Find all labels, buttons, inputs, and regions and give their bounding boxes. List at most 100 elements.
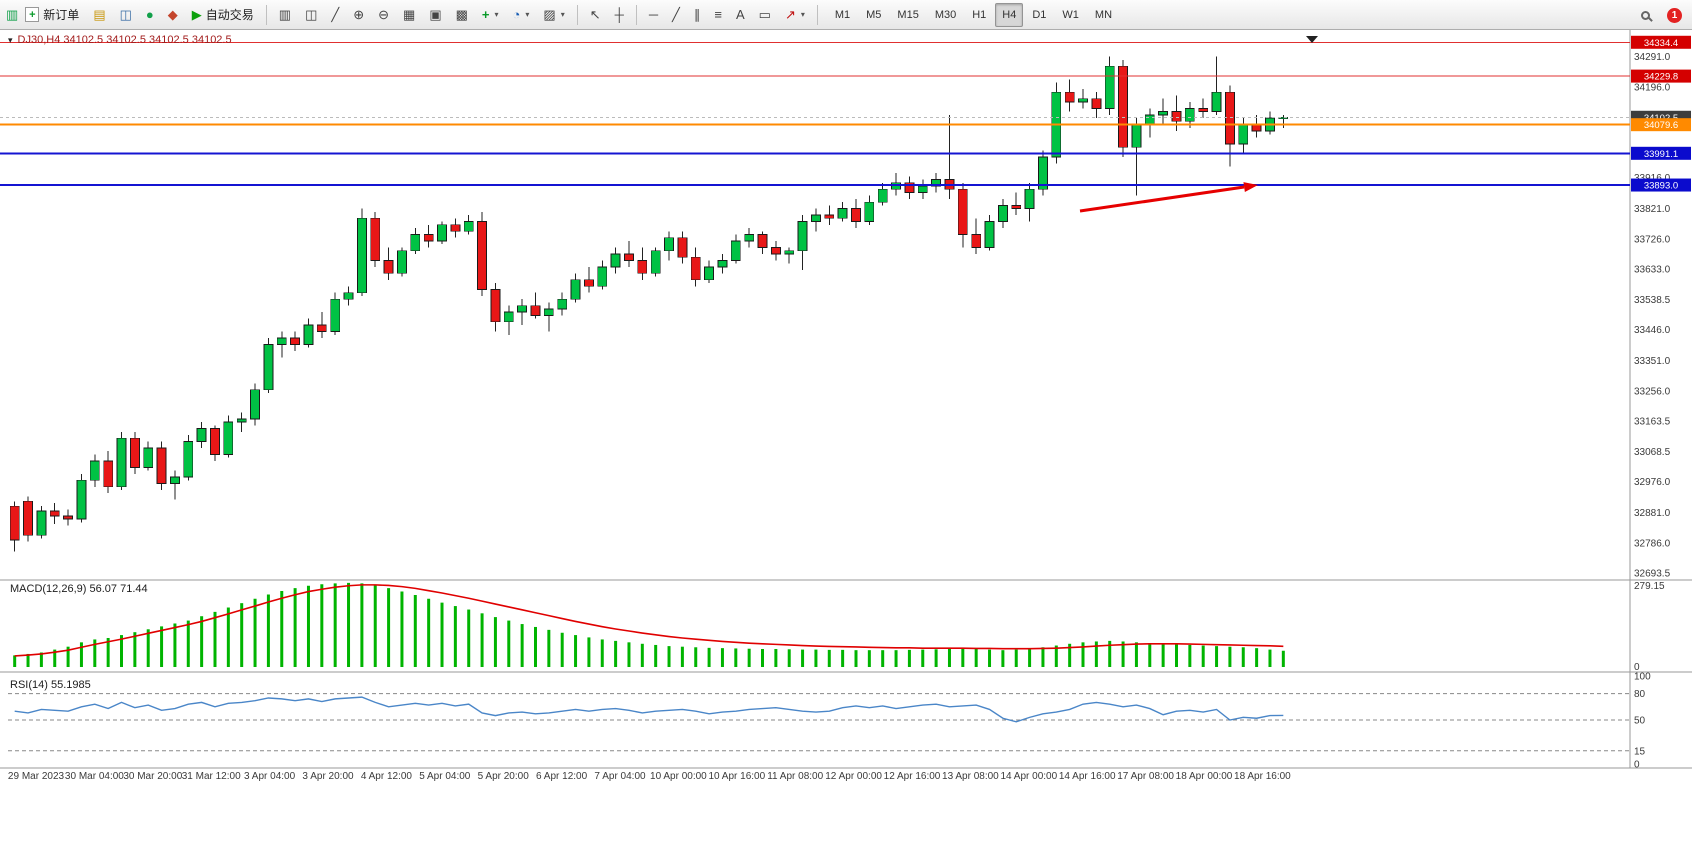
timeframe-button-h1[interactable]: H1 [965,3,993,27]
symbol-dropdown-icon[interactable]: ▾ [8,34,13,45]
zoom-out-icon: ⊖ [378,7,390,22]
time-axis-label: 13 Apr 08:00 [942,771,999,782]
new-order-button[interactable]: + 新订单 [19,3,85,27]
time-axis-label: 10 Apr 16:00 [708,771,765,782]
chart-svg[interactable]: 34291.034196.033916.033821.033726.033633… [0,30,1692,853]
zoom-out-button[interactable]: ⊖ [372,3,395,27]
candle-body-down [971,234,982,248]
tile-windows-button[interactable]: ▦ [397,3,421,27]
price-axis-label: 33256.0 [1634,387,1671,398]
candle-body-up [223,421,234,455]
time-axis-label: 5 Apr 20:00 [478,771,530,782]
price-axis-label: 32693.5 [1634,568,1671,579]
timeframe-button-mn[interactable]: MN [1088,3,1119,27]
candle-body-up [917,185,928,193]
channel-tool-button[interactable]: ∥ [688,3,707,27]
trend-arrow-line [1079,185,1245,213]
new-chart-button[interactable]: ▤ [87,3,111,27]
candle-body-down [450,224,461,232]
candle-body-down [1091,98,1102,109]
candle-body-up [330,298,341,332]
macd-axis-label: 0 [1634,662,1640,673]
rsi-axis-label: 50 [1634,716,1646,727]
timeframe-button-m15[interactable]: M15 [890,3,925,27]
price-badge [1631,35,1691,49]
time-axis-label: 4 Apr 12:00 [361,771,413,782]
arrange-windows-icon: ▩ [455,7,468,22]
candle-body-up [864,201,875,222]
rsi-axis-label: 100 [1634,672,1651,683]
price-axis-label: 32786.0 [1634,539,1671,550]
time-axis[interactable]: 29 Mar 2023 30 Mar 04:00 30 Mar 20:00 31 Ma… [8,771,1291,782]
cascade-windows-button[interactable]: ▣ [423,3,447,27]
toolbar-separator [635,4,637,25]
zoom-in-button[interactable]: ⊕ [347,3,370,27]
trendline-tool-button[interactable]: ╱ [666,3,686,27]
fibonacci-tool-button[interactable]: ≡ [708,3,728,27]
candle-body-down [129,437,140,468]
time-axis-label: 3 Apr 04:00 [244,771,296,782]
candle-body-up [1024,188,1035,210]
time-axis-label: 12 Apr 16:00 [884,771,941,782]
crosshair-button[interactable]: ┼ [609,3,630,27]
indicators-button[interactable]: + ▾ [476,3,505,27]
price-axis-label: 33726.0 [1634,235,1671,246]
navigator-icon: ◆ [167,7,178,22]
price-badge [1631,146,1691,160]
candle-body-down [637,259,648,274]
candle-body-up [1078,98,1088,103]
text-tool-icon: A [735,7,745,22]
candle-body-up [170,476,180,484]
market-watch-button[interactable]: ● [140,3,160,27]
candle-body-up [1158,111,1169,116]
price-badge [1631,118,1691,132]
price-axis-label: 33821.0 [1634,204,1671,215]
autotrading-button[interactable]: ▶ 自动交易 [186,3,260,27]
price-axis[interactable]: 34291.034196.033916.033821.033726.033633… [1631,35,1691,580]
cursor-button[interactable]: ↖ [584,3,607,27]
line-chart-button[interactable]: ╱ [325,3,345,27]
candle-body-down [851,208,861,222]
candle-body-up [1131,124,1142,148]
profiles-button[interactable]: ◫ [114,3,138,27]
price-badge-text: 33893.0 [1644,181,1678,192]
horizontal-line-tool-button[interactable]: ─ [643,3,664,27]
candle-body-up [811,214,821,222]
arrows-tool-button[interactable]: ↗ ▾ [779,3,811,27]
candlestick-chart-button[interactable]: ◫ [299,3,323,27]
timeframe-button-m1[interactable]: M1 [828,3,857,27]
price-badge [1631,69,1691,83]
bar-chart-button[interactable]: ▥ [273,3,297,27]
periods-button[interactable]: ◔ ▾ [507,3,536,27]
timeframe-button-m30[interactable]: M30 [928,3,963,27]
price-badge-text: 33991.1 [1644,149,1678,160]
timeframe-button-w1[interactable]: W1 [1055,3,1086,27]
candle-body-up [437,224,447,242]
arrange-windows-button[interactable]: ▩ [450,3,474,27]
candle-body-down [530,305,541,316]
templates-icon: ▨ [543,7,556,22]
profiles-icon: ◫ [119,7,132,22]
label-tool-button[interactable]: ▭ [753,3,777,27]
timeframe-button-m5[interactable]: M5 [859,3,888,27]
timeframe-button-d1[interactable]: D1 [1025,3,1053,27]
cascade-windows-icon: ▣ [429,7,442,22]
new-chart-icon: ▤ [93,7,106,22]
notification-badge[interactable]: 1 [1667,7,1682,23]
candle-body-up [1038,156,1048,190]
text-tool-button[interactable]: A [730,3,751,27]
templates-button[interactable]: ▨ ▾ [537,3,570,27]
chevron-down-icon: ▾ [525,9,530,19]
toolbar-separator [576,4,578,25]
candle-body-up [650,250,661,274]
annotations-layer [1079,36,1318,213]
candle-body-down [477,221,487,290]
price-axis-label: 33068.5 [1634,447,1671,458]
autotrading-icon: ▶ [191,7,202,22]
candle-body-up [543,308,554,316]
search-button[interactable] [1635,3,1656,27]
rsi-value: 55.1985 [50,679,91,691]
rsi-axis-label: 80 [1634,689,1646,700]
timeframe-button-h4[interactable]: H4 [995,2,1024,27]
navigator-button[interactable]: ◆ [162,3,184,27]
